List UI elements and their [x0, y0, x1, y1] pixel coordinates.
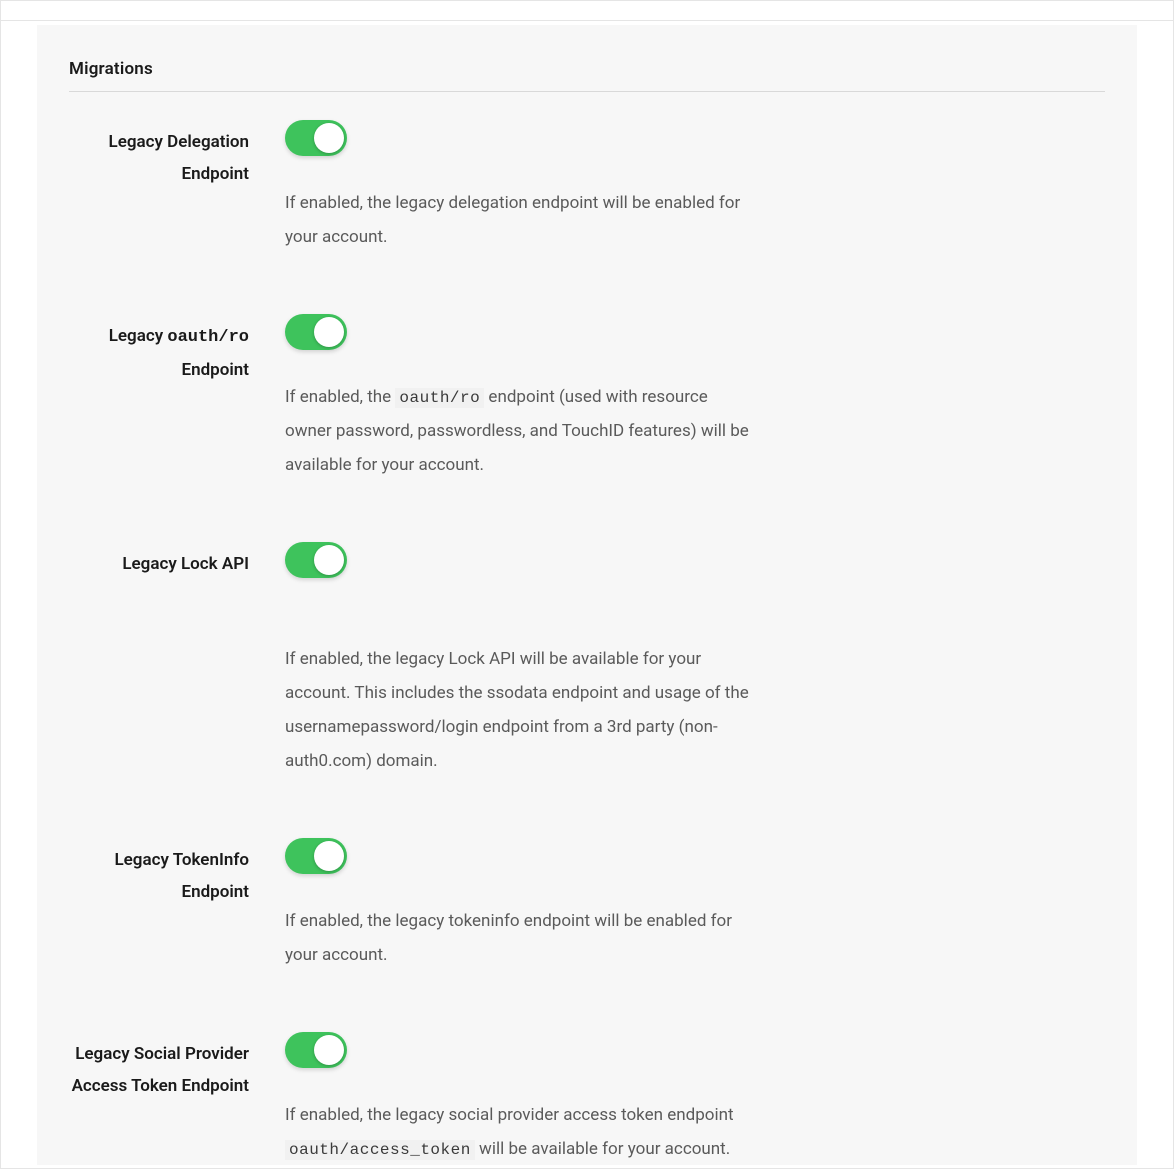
setting-label: Legacy TokenInfo Endpoint [69, 844, 249, 909]
setting-row-legacy-delegation: Legacy Delegation Endpoint If enabled, th… [69, 120, 1105, 254]
migrations-panel: Migrations Legacy Delegation Endpoint If … [37, 25, 1137, 1165]
setting-row-legacy-tokeninfo: Legacy TokenInfo Endpoint If enabled, the… [69, 838, 1105, 972]
toggle-knob [314, 123, 344, 153]
setting-label-col: Legacy oauth/ro Endpoint [69, 314, 285, 387]
setting-label-col: Legacy Delegation Endpoint [69, 120, 285, 191]
setting-control-col: If enabled, the legacy Lock API will be … [285, 542, 755, 778]
top-divider [1, 1, 1173, 21]
setting-row-legacy-lock-api: Legacy Lock API If enabled, the legacy Lo… [69, 542, 1105, 778]
setting-control-col: If enabled, the legacy delegation endpoi… [285, 120, 755, 254]
setting-label: Legacy Delegation Endpoint [69, 126, 249, 191]
toggle-legacy-tokeninfo[interactable] [285, 838, 347, 874]
settings-card: Migrations Legacy Delegation Endpoint If … [0, 0, 1174, 1169]
setting-control-col: If enabled, the legacy social provider a… [285, 1032, 755, 1166]
setting-description: If enabled, the legacy Lock API will be … [285, 642, 755, 778]
toggle-knob [314, 1035, 344, 1065]
toggle-knob [314, 317, 344, 347]
setting-label-col: Legacy Lock API [69, 542, 285, 580]
setting-description: If enabled, the oauth/ro endpoint (used … [285, 380, 755, 482]
setting-description: If enabled, the legacy delegation endpoi… [285, 186, 755, 254]
toggle-legacy-lock-api[interactable] [285, 542, 347, 578]
setting-label: Legacy oauth/ro Endpoint [69, 320, 249, 387]
setting-row-legacy-oauth-ro: Legacy oauth/ro Endpoint If enabled, the … [69, 314, 1105, 482]
toggle-legacy-oauth-ro[interactable] [285, 314, 347, 350]
setting-control-col: If enabled, the oauth/ro endpoint (used … [285, 314, 755, 482]
setting-label: Legacy Lock API [69, 548, 249, 580]
setting-row-legacy-social-access-token: Legacy Social Provider Access Token Endp… [69, 1032, 1105, 1166]
setting-control-col: If enabled, the legacy tokeninfo endpoin… [285, 838, 755, 972]
setting-label: Legacy Social Provider Access Token Endp… [69, 1038, 249, 1103]
toggle-legacy-social-access-token[interactable] [285, 1032, 347, 1068]
toggle-knob [314, 545, 344, 575]
setting-label-col: Legacy Social Provider Access Token Endp… [69, 1032, 285, 1103]
setting-description: If enabled, the legacy tokeninfo endpoin… [285, 904, 755, 972]
setting-description: If enabled, the legacy social provider a… [285, 1098, 755, 1166]
setting-label-col: Legacy TokenInfo Endpoint [69, 838, 285, 909]
section-title: Migrations [69, 59, 1105, 92]
settings-rows: Legacy Delegation Endpoint If enabled, th… [69, 120, 1105, 1166]
toggle-knob [314, 841, 344, 871]
toggle-legacy-delegation[interactable] [285, 120, 347, 156]
